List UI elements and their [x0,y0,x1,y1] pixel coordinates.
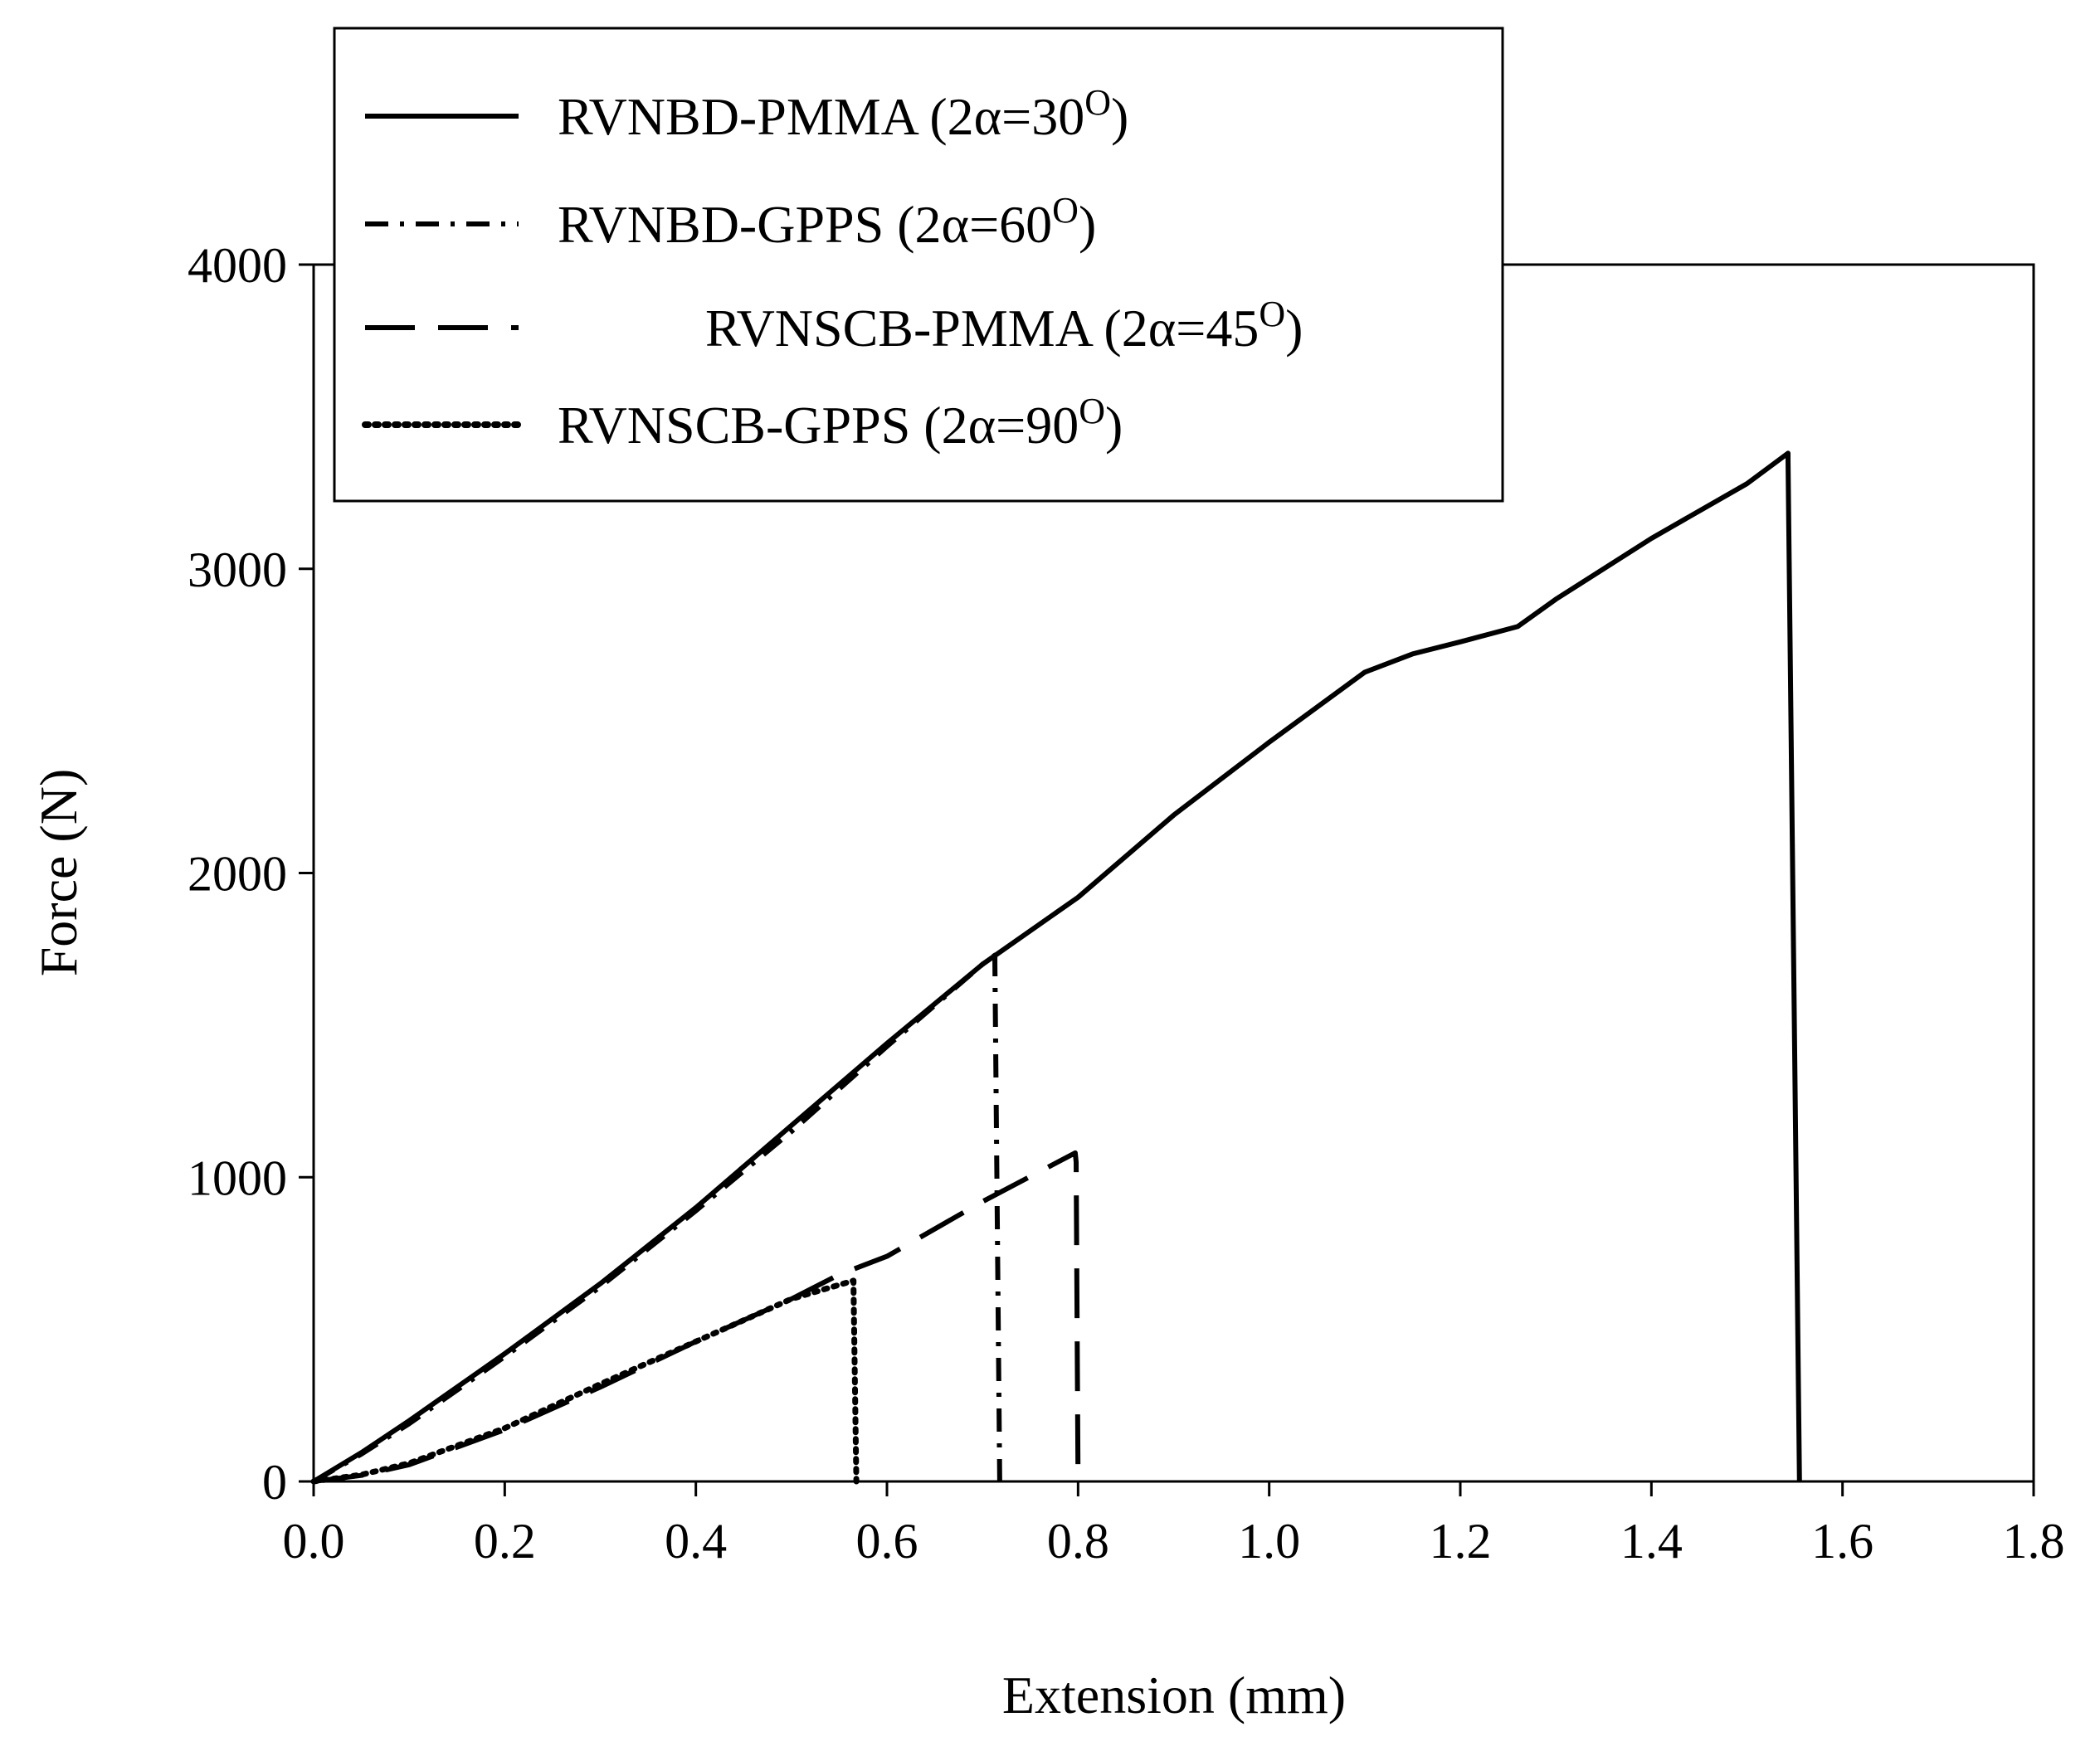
series-layer [310,450,1802,1485]
y-tick-label: 1000 [188,1150,287,1205]
legend-items: RVNBD-PMMA (2α=30O) RVNBD-GPPS (2α=60O) RV… [362,82,1303,455]
legend-label: RVNSCB-GPPS (2α=90O) [558,391,1123,455]
legend-label: RVNSCB-PMMA (2α=45O) [705,294,1303,358]
series-line-dotted [310,1277,860,1485]
x-tick-label: 1.6 [1811,1514,1873,1569]
axes: 0.0 0.2 0.4 0.6 0.8 1.0 1.2 1.4 1.6 1.8 0 1000 2000 3… [188,238,2065,1569]
x-tick-label: 0.0 [283,1514,345,1569]
legend-box [333,27,1504,503]
y-tick-label: 3000 [188,542,287,597]
y-tick-label: 2000 [188,847,287,902]
x-tick-label: 0.4 [665,1514,727,1569]
legend-label: RVNBD-GPPS (2α=60O) [558,190,1096,254]
y-axis-label: Force (N) [29,769,88,977]
series-line-solid [312,450,1802,1484]
series-line-longdash [313,1150,1081,1484]
x-tick-label: 1.0 [1238,1514,1300,1569]
x-tick-label: 0.6 [856,1514,918,1569]
y-tick-label: 4000 [188,238,287,293]
legend: RVNBD-PMMA (2α=30O) RVNBD-GPPS (2α=60O) RV… [333,27,1504,503]
x-tick-label: 0.8 [1047,1514,1109,1569]
x-tick-label: 1.8 [2003,1514,2065,1569]
series-line-dashdot [312,952,1002,1484]
x-tick-label: 0.2 [474,1514,536,1569]
legend-label: RVNBD-PMMA (2α=30O) [558,82,1128,146]
x-tick-label: 1.4 [1620,1514,1683,1569]
y-tick-label: 0 [262,1455,287,1510]
x-axis-label: Extension (mm) [1002,1666,1346,1724]
x-tick-label: 1.2 [1430,1514,1492,1569]
